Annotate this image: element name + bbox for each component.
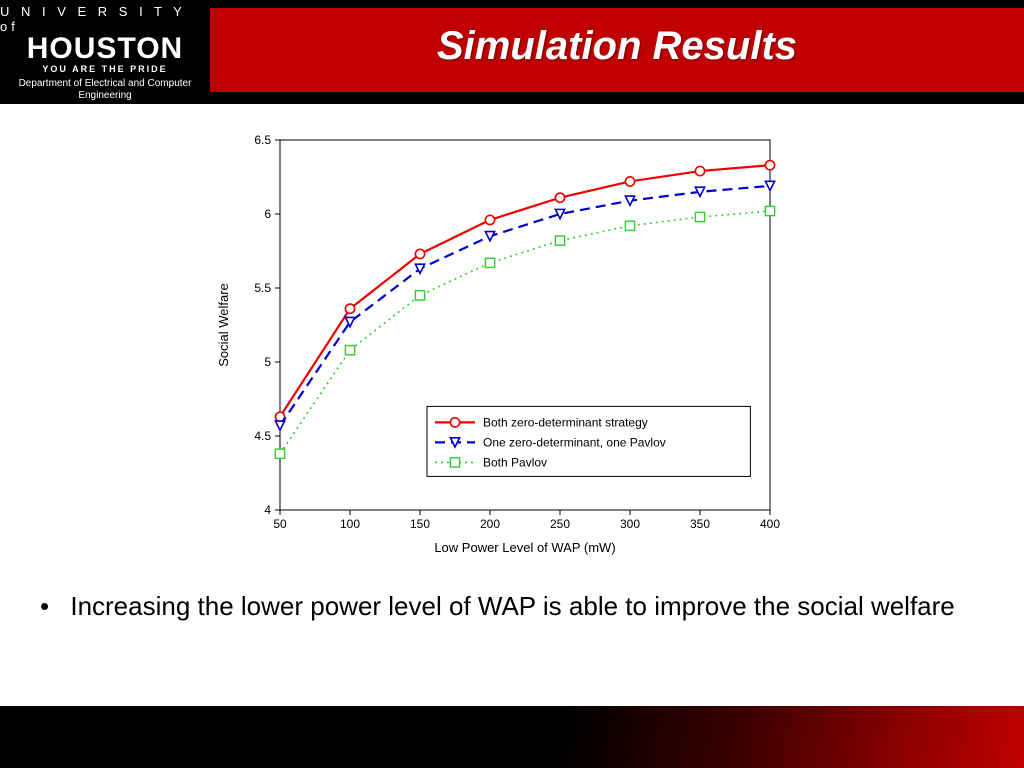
svg-text:Social Welfare: Social Welfare [216, 283, 231, 367]
svg-text:100: 100 [340, 517, 360, 531]
chart-svg: 50 100 150 200 250 300 350 400 4 4.5 5 5.5 6 6.5 Low P… [210, 120, 790, 560]
bullet-point: Increasing the lower power level of WAP … [40, 590, 984, 624]
svg-text:One zero-determinant, one Pavl: One zero-determinant, one Pavlov [483, 435, 666, 449]
svg-text:5.5: 5.5 [254, 281, 271, 295]
slide: U N I V E R S I T Y of HOUSTON YOU ARE T… [0, 0, 1024, 768]
svg-text:5: 5 [264, 355, 271, 369]
svg-text:200: 200 [480, 517, 500, 531]
department-label: Department of Electrical and Computer En… [0, 78, 210, 102]
bullet-text: Increasing the lower power level of WAP … [70, 591, 954, 621]
svg-text:400: 400 [760, 517, 780, 531]
svg-text:350: 350 [690, 517, 710, 531]
logo-houston: HOUSTON [27, 32, 183, 66]
svg-text:150: 150 [410, 517, 430, 531]
svg-text:300: 300 [620, 517, 640, 531]
svg-text:6: 6 [264, 207, 271, 221]
svg-text:250: 250 [550, 517, 570, 531]
logo-university-of: U N I V E R S I T Y of [0, 4, 210, 34]
chart-container: 50 100 150 200 250 300 350 400 4 4.5 5 5.5 6 6.5 Low P… [210, 120, 790, 560]
svg-text:Both Pavlov: Both Pavlov [483, 455, 547, 469]
svg-text:6.5: 6.5 [254, 133, 271, 147]
svg-text:Both zero-determinant strategy: Both zero-determinant strategy [483, 415, 648, 429]
svg-text:Low Power Level of WAP (mW): Low Power Level of WAP (mW) [434, 540, 615, 555]
university-logo: U N I V E R S I T Y of HOUSTON YOU ARE T… [0, 0, 210, 104]
footer-bar [0, 706, 1024, 768]
svg-text:4: 4 [264, 503, 271, 517]
svg-text:4.5: 4.5 [254, 429, 271, 443]
slide-title: Simulation Results [210, 24, 1024, 69]
logo-pride: YOU ARE THE PRIDE [42, 64, 167, 74]
svg-text:50: 50 [273, 517, 287, 531]
